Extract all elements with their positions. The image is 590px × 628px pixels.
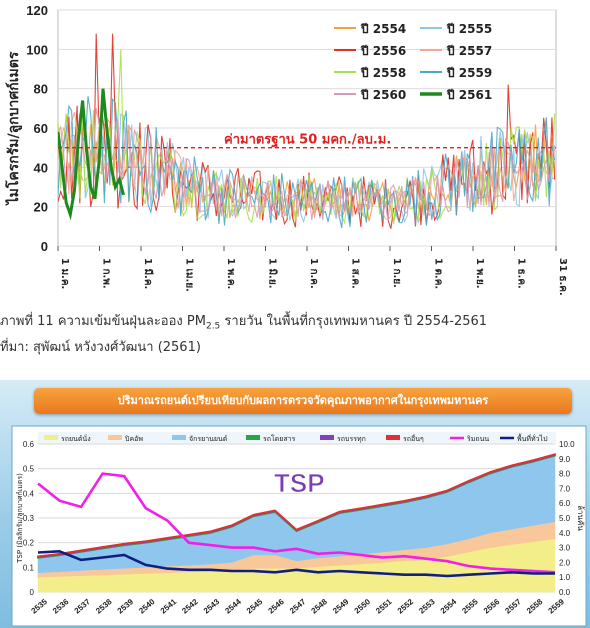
- x-tick-label: 1 มิ.ย.: [267, 258, 279, 289]
- y-tick-label: 80: [34, 82, 48, 97]
- y-left-tick-label: 0: [30, 588, 35, 597]
- caption-subscript: 2.5: [205, 321, 221, 332]
- y-right-tick-label: 4.0: [559, 529, 571, 538]
- y-left-tick-label: 0.4: [23, 489, 35, 498]
- area-top-outline: [37, 453, 556, 557]
- panel-banner: ปริมาณรถยนต์เปรียบเทียบกับผลการตรวจวัดคุ…: [34, 388, 572, 414]
- y-left-tick-label: 0.6: [23, 440, 35, 449]
- x-tick-label: 1 เม.ย.: [184, 258, 195, 292]
- y-right-tick-label: 2.0: [559, 558, 571, 567]
- legend-label: จักรยานยนต์: [189, 435, 228, 443]
- y-tick-label: 0: [41, 239, 48, 254]
- y-left-tick-label: 0.3: [23, 514, 35, 523]
- caption-prefix: ภาพที่ 11 ความเข้มข้นฝุ่นละออง PM: [0, 314, 206, 329]
- series-group: [58, 33, 556, 229]
- legend-swatch: [246, 435, 260, 440]
- x-tick-label: 1 พ.ค.: [225, 258, 236, 289]
- tsp-vehicle-chart: 0 0.1 0.2 0.3 0.4 0.5 0.6 0.0 1.0 2.0 3.0 4.0 5.0 6.0…: [11, 425, 587, 627]
- legend-label: ปี 2559: [446, 66, 492, 80]
- legend-swatch: [172, 435, 186, 440]
- legend-label: ปี 2557: [446, 44, 492, 58]
- y-tick-label: 100: [26, 42, 48, 57]
- series-line-6: [58, 107, 556, 221]
- tsp-line-1: [37, 549, 555, 578]
- y-right-tick-label: 0.0: [559, 588, 571, 597]
- legend-swatch: [320, 435, 334, 440]
- x-tick-label: 1 มี.ค.: [142, 258, 154, 289]
- figure-source: ที่มา: สุพัฒน์ หวังวงศ์วัฒนา (2561): [0, 340, 201, 355]
- reference-label: ค่ามาตรฐาน 50 มคก./ลบ.ม.: [224, 133, 391, 149]
- y-right-tick-label: 1.0: [559, 573, 571, 582]
- legend-label: ปี 2556: [360, 44, 406, 58]
- legend-label: ปิคอัพ: [125, 435, 144, 443]
- legend-swatch: [386, 435, 400, 440]
- legend-swatch: [44, 435, 58, 440]
- x-tick-label: 1 ต.ค.: [433, 258, 444, 289]
- y-tick-label: 60: [34, 121, 48, 136]
- legend-swatch: [108, 435, 122, 440]
- x-tick-label: 1 ก.ย.: [391, 258, 402, 288]
- legend-label: ปี 2560: [360, 88, 406, 102]
- figure-caption: ภาพที่ 11 ความเข้มข้นฝุ่นละออง PM2.5 ราย…: [0, 310, 487, 332]
- y-right-tick-label: 6.0: [559, 499, 571, 508]
- legend-label: ปี 2561: [446, 88, 492, 102]
- y-tick-label: 40: [34, 160, 48, 175]
- y-tick-label: 20: [34, 200, 48, 215]
- legend-label: รถยนต์นั่ง: [61, 434, 91, 443]
- y-left-tick-label: 0.1: [23, 563, 35, 572]
- legend-label: รถโดยสาร: [263, 434, 296, 443]
- y-right-tick-label: 9.0: [559, 455, 571, 464]
- y-right-tick-label: 3.0: [559, 544, 571, 553]
- legend-label: ปี 2554: [360, 22, 406, 36]
- legend-label: ปี 2555: [446, 22, 492, 36]
- legend-label: ริมถนน: [467, 435, 490, 443]
- y-left-axis-label: TSP (มิลลิกรัม/ลูกบาศก์เมตร): [16, 473, 24, 564]
- chart-title: TSP: [274, 468, 325, 498]
- y-right-axis-label: ล้านคัน: [576, 505, 585, 531]
- pm25-daily-chart: 0 20 40 60 80 100 120 ไมโครกรัม/ลูกบาศก์เมตร 1 ม…: [4, 3, 568, 296]
- x-tick-label: 1 พ.ย.: [474, 258, 485, 289]
- legend-band: [38, 432, 556, 444]
- x-tick-label: 1 ม.ค.: [59, 258, 70, 289]
- legend-label: รถอื่นๆ: [403, 434, 424, 443]
- caption-suffix: รายวัน ในพื้นที่กรุงเทพมหานคร ปี 2554-25…: [220, 314, 488, 329]
- y-axis-label: ไมโครกรัม/ลูกบาศก์เมตร: [4, 51, 22, 206]
- legend-label: รถบรรทุก: [337, 435, 366, 443]
- series-line-2561: [58, 88, 125, 221]
- y-right-tick-label: 5.0: [559, 514, 571, 523]
- y-right-tick-label: 7.0: [559, 484, 571, 493]
- x-tick-label: 1 ก.ค.: [308, 258, 319, 289]
- series-line-5: [58, 96, 556, 229]
- x-tick-label: 1 ส.ค.: [350, 258, 361, 289]
- x-tick-label: 1 ธ.ค.: [516, 258, 527, 289]
- tsp-line-0: [37, 472, 556, 574]
- x-tick-label: 31 ธ.ค.: [557, 258, 568, 296]
- vehicle-tsp-panel: ปริมาณรถยนต์เปรียบเทียบกับผลการตรวจวัดคุ…: [0, 380, 590, 628]
- y-right-tick-label: 8.0: [559, 470, 571, 479]
- x-tick-label: 1 ก.พ.: [101, 258, 112, 289]
- y-left-tick-label: 0.5: [23, 465, 35, 474]
- legend-label: พื้นที่ทั่วไป: [517, 432, 548, 443]
- y-right-tick-label: 10.0: [559, 440, 575, 449]
- y-tick-label: 120: [26, 3, 48, 18]
- y-left-tick-label: 0.2: [23, 539, 35, 548]
- legend-label: ปี 2558: [360, 66, 406, 80]
